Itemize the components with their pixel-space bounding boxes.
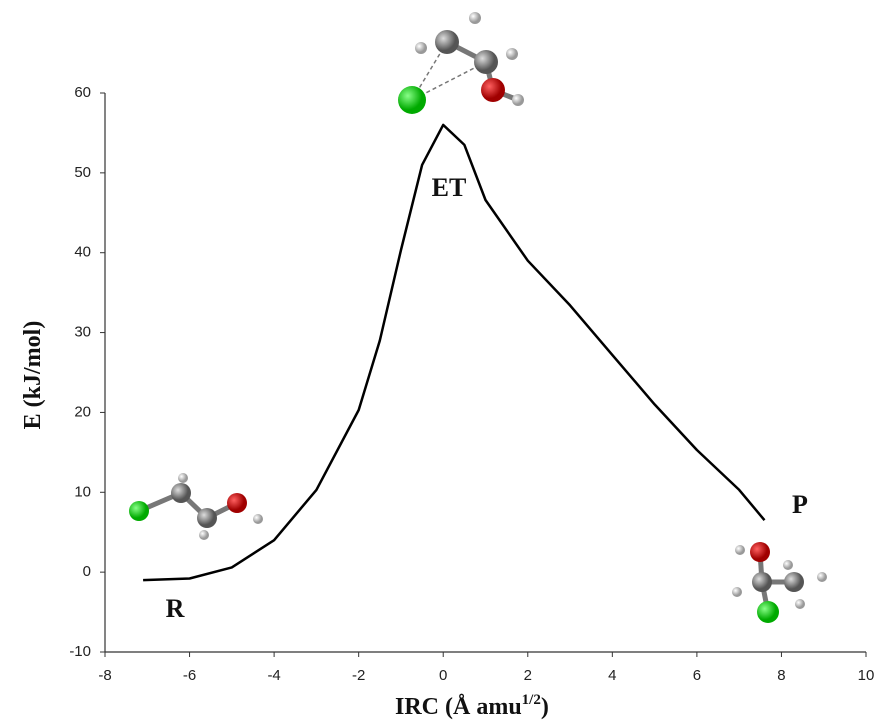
annotation: ET xyxy=(432,173,467,202)
y-tick-label: 30 xyxy=(74,324,91,341)
x-tick-label: -6 xyxy=(183,667,196,684)
x-tick-label: 8 xyxy=(777,667,785,684)
x-tick-label: -8 xyxy=(98,667,111,684)
molecule-r xyxy=(129,473,263,540)
y-tick-label: -10 xyxy=(69,643,91,660)
x-tick-label: 6 xyxy=(693,667,701,684)
chart: IRC (Å amu1/2) E (kJ/mol) -1001020304050… xyxy=(0,0,883,721)
annotation: P xyxy=(792,490,808,519)
x-tick-label: 4 xyxy=(608,667,616,684)
y-tick-label: 60 xyxy=(74,84,91,101)
annotation: R xyxy=(166,594,185,623)
x-axis-label: IRC (Å amu1/2) xyxy=(395,692,549,720)
x-tick-label: 0 xyxy=(439,667,447,684)
y-axis-label: E (kJ/mol) xyxy=(20,321,46,430)
y-tick-label: 10 xyxy=(74,483,91,500)
y-tick-label: 0 xyxy=(83,563,91,580)
y-tick-label: 20 xyxy=(74,403,91,420)
x-tick-label: 2 xyxy=(524,667,532,684)
molecule-p xyxy=(732,542,827,623)
x-tick-label: -4 xyxy=(267,667,280,684)
y-tick-label: 40 xyxy=(74,244,91,261)
y-tick-label: 50 xyxy=(74,164,91,181)
x-tick-label: 10 xyxy=(858,667,875,684)
molecule-ts xyxy=(398,12,524,114)
x-tick-label: -2 xyxy=(352,667,365,684)
